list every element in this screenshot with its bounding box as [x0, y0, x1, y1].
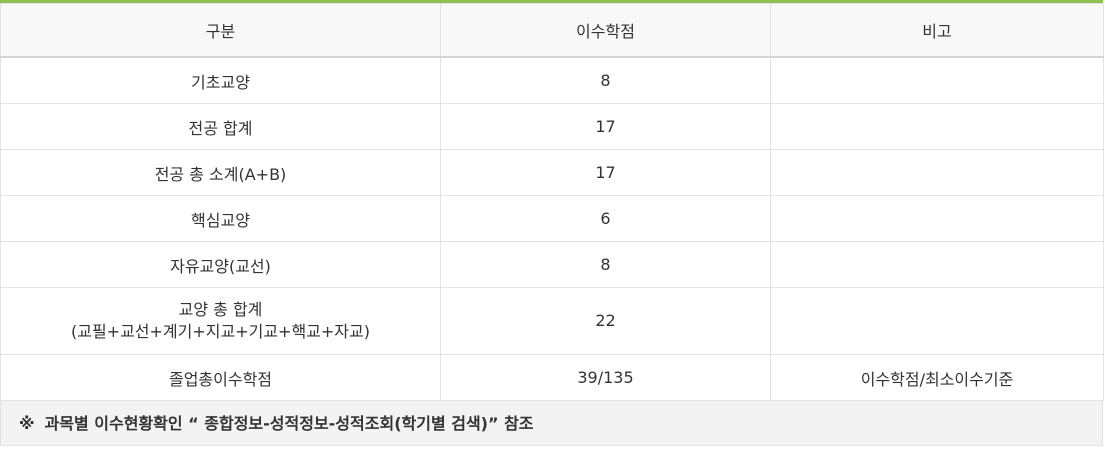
cell-credits: 8 [440, 241, 771, 288]
cell-credits: 17 [440, 149, 771, 196]
cell-category-line2: (교필+교선+계기+지교+기교+핵교+자교) [70, 322, 370, 341]
cell-credits: 17 [440, 103, 771, 150]
cell-remarks [770, 241, 1104, 288]
cell-remarks [770, 195, 1104, 242]
cell-category: 교양 총 합계 (교필+교선+계기+지교+기교+핵교+자교) [0, 287, 441, 355]
table-row: 자유교양(교선) 8 [0, 241, 1104, 288]
cell-category: 핵심교양 [0, 195, 441, 242]
accent-top-bar [0, 0, 1103, 3]
cell-category: 자유교양(교선) [0, 241, 441, 288]
cell-remarks [770, 56, 1104, 104]
cell-credits: 6 [440, 195, 771, 242]
cell-remarks [770, 149, 1104, 196]
cell-category: 기초교양 [0, 56, 441, 104]
table-row: 교양 총 합계 (교필+교선+계기+지교+기교+핵교+자교) 22 [0, 287, 1104, 355]
table-row: 전공 합계 17 [0, 103, 1104, 150]
reference-mark-icon: ※ [19, 414, 35, 433]
footnote: ※ 과목별 이수현황확인 “ 종합정보-성적정보-성적조회(학기별 검색)” 참조 [0, 401, 1103, 446]
cell-remarks [770, 287, 1104, 355]
cell-credits: 8 [440, 56, 771, 104]
table-row: 기초교양 8 [0, 56, 1104, 104]
cell-remarks [770, 103, 1104, 150]
cell-category-line1: 교양 총 합계 [178, 300, 263, 319]
table-row: 핵심교양 6 [0, 195, 1104, 242]
header-remarks: 비고 [770, 3, 1104, 58]
header-category: 구분 [0, 3, 441, 58]
header-credits: 이수학점 [440, 3, 771, 58]
cell-credits: 39/135 [440, 354, 771, 401]
credit-summary-table: 구분 이수학점 비고 기초교양 8 전공 합계 17 전공 총 소계(A+B) … [0, 3, 1104, 401]
cell-credits: 22 [440, 287, 771, 355]
footnote-text: 과목별 이수현황확인 “ 종합정보-성적정보-성적조회(학기별 검색)” 참조 [44, 414, 534, 433]
table-row: 졸업총이수학점 39/135 이수학점/최소이수기준 [0, 354, 1104, 401]
table-header-row: 구분 이수학점 비고 [0, 3, 1104, 58]
cell-category: 전공 합계 [0, 103, 441, 150]
cell-category: 전공 총 소계(A+B) [0, 149, 441, 196]
table-row: 전공 총 소계(A+B) 17 [0, 149, 1104, 196]
cell-remarks: 이수학점/최소이수기준 [770, 354, 1104, 401]
cell-category: 졸업총이수학점 [0, 354, 441, 401]
